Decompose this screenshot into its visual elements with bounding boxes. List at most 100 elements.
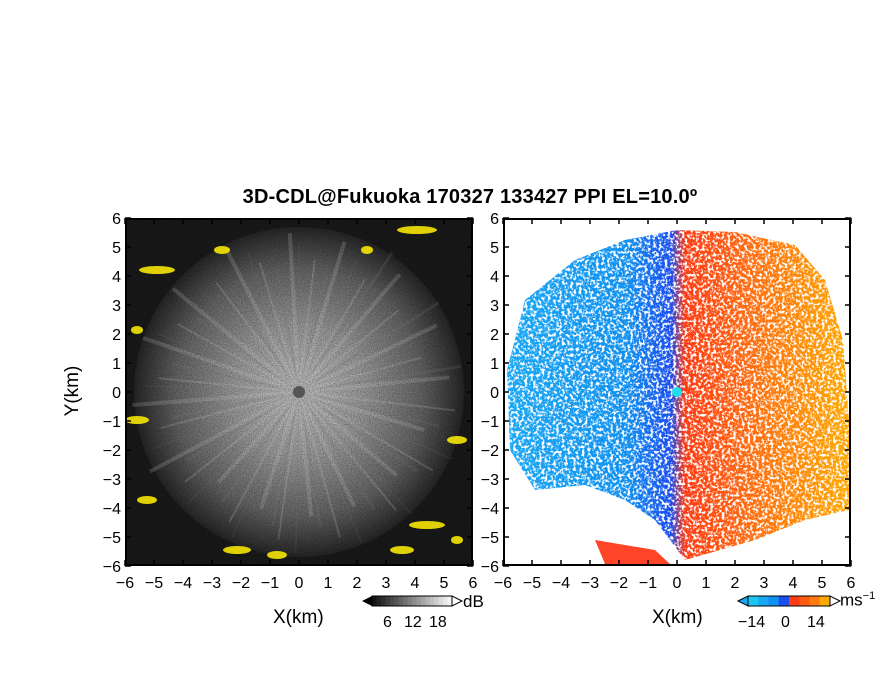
y-tick-label: −3 [103, 472, 121, 489]
y-tick-label: 4 [490, 269, 499, 286]
colorbar-arrow [451, 595, 464, 607]
x-tick-label: −4 [552, 575, 570, 592]
y-tick-label: 5 [112, 240, 121, 257]
y-tick-label: −2 [103, 443, 121, 460]
x-tick-label: −3 [581, 575, 599, 592]
y-tick-label: 3 [112, 298, 121, 315]
colorbar-arrow [736, 595, 749, 607]
colorbar-arrow [829, 595, 842, 607]
x-tick-label: −5 [145, 575, 163, 592]
y-tick-label: −2 [481, 443, 499, 460]
colorbar-segment [434, 596, 440, 606]
x-tick-label: 0 [295, 575, 304, 592]
colorbar-segment [789, 596, 800, 606]
x-tick-label: −2 [610, 575, 628, 592]
colorbar-segment [429, 596, 435, 606]
y-tick-label: 0 [112, 385, 121, 402]
x-tick-label: −2 [232, 575, 250, 592]
colorbar-segment [748, 596, 759, 606]
x-tick-label: 6 [469, 575, 478, 592]
x-tick-label: −1 [261, 575, 279, 592]
y-tick-label: −4 [103, 501, 121, 518]
colorbar-segment [809, 596, 821, 606]
x-tick-label: −5 [523, 575, 541, 592]
x-tick-label: 5 [818, 575, 827, 592]
x-tick-label: 0 [673, 575, 682, 592]
colorbar-segment [799, 596, 810, 606]
y-tick-label: 6 [490, 211, 499, 228]
velocity-colorbar-tick: 14 [807, 614, 825, 631]
x-tick-label: −3 [203, 575, 221, 592]
y-tick-label: 4 [112, 269, 121, 286]
y-tick-label: −3 [481, 472, 499, 489]
x-tick-label: 2 [731, 575, 740, 592]
chart-title: 3D-CDL@Fukuoka 170327 133427 PPI EL=10.0… [242, 186, 698, 208]
colorbar-segment [376, 596, 382, 606]
velocity-colorbar-unit: ms−1 [840, 590, 876, 610]
y-tick-label: 2 [490, 327, 499, 344]
y-tick-label: −1 [103, 414, 121, 431]
x-axis-label-right: X(km) [652, 607, 703, 628]
x-tick-label: −1 [639, 575, 657, 592]
y-tick-label: −6 [103, 559, 121, 576]
colorbar-segment [438, 596, 444, 606]
y-tick-label: 0 [490, 385, 499, 402]
snr-colorbar-unit: dB [463, 592, 484, 611]
colorbar-segment [447, 596, 453, 606]
colorbar-segment [398, 596, 404, 606]
x-tick-label: 2 [353, 575, 362, 592]
x-tick-label: −4 [174, 575, 192, 592]
y-tick-label: −4 [481, 501, 499, 518]
snr-colorbar-tick: 6 [383, 614, 392, 631]
snr-colorbar [362, 595, 464, 607]
x-tick-label: 5 [440, 575, 449, 592]
colorbar-segment [372, 596, 377, 606]
colorbar-segment [412, 596, 417, 606]
x-tick-label: −6 [116, 575, 134, 592]
snr-heatmap [127, 220, 471, 564]
colorbar-segment [768, 596, 780, 606]
x-tick-label: 1 [702, 575, 711, 592]
colorbar-segment [416, 596, 422, 606]
y-tick-label: −6 [481, 559, 499, 576]
x-tick-label: −6 [494, 575, 512, 592]
colorbar-arrow [362, 596, 372, 606]
x-tick-label: 3 [382, 575, 391, 592]
x-tick-label: 3 [760, 575, 769, 592]
snr-colorbar-tick: 12 [404, 614, 422, 631]
x-tick-label: 4 [411, 575, 420, 592]
colorbar-segment [819, 596, 831, 606]
colorbar-segment [394, 596, 400, 606]
y-tick-label: 1 [490, 356, 499, 373]
y-tick-label: −5 [481, 530, 499, 547]
velocity-colorbar-tick: 0 [781, 614, 790, 631]
colorbar-segment [758, 596, 769, 606]
velocity-colorbar-tick: −14 [738, 614, 766, 631]
x-tick-label: 1 [324, 575, 333, 592]
y-axis-label: Y(km) [62, 365, 83, 417]
colorbar-segment [389, 596, 395, 606]
colorbar-segment [403, 596, 409, 606]
colorbar-segment [407, 596, 413, 606]
radar-center-marker [293, 386, 305, 398]
y-tick-label: 6 [112, 211, 121, 228]
radar-center-marker [672, 387, 682, 397]
colorbar-segment [425, 596, 431, 606]
x-tick-label: 4 [789, 575, 798, 592]
velocity-colorbar [736, 595, 842, 607]
colorbar-segment [778, 596, 790, 606]
colorbar-segment [385, 596, 391, 606]
snr-heatmap-panel [125, 218, 473, 566]
y-tick-label: 3 [490, 298, 499, 315]
colorbar-segment [380, 596, 386, 606]
y-tick-label: 5 [490, 240, 499, 257]
colorbar-segment [443, 596, 449, 606]
velocity-heatmap [505, 220, 849, 564]
x-axis-label-left: X(km) [273, 607, 324, 628]
y-tick-label: 1 [112, 356, 121, 373]
y-tick-label: −5 [103, 530, 121, 547]
snr-colorbar-tick: 18 [429, 614, 447, 631]
y-tick-label: 2 [112, 327, 121, 344]
colorbar-segment [420, 596, 426, 606]
y-tick-label: −1 [481, 414, 499, 431]
